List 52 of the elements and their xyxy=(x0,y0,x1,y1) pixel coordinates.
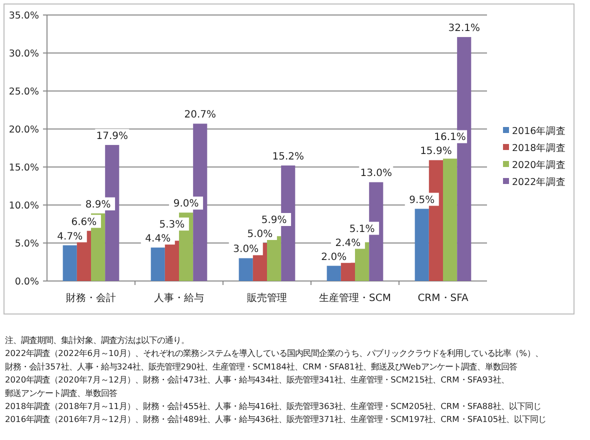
data-label: 5.0% xyxy=(247,229,273,240)
y-tick-label: 0.0% xyxy=(14,276,39,288)
y-tick-label: 5.0% xyxy=(14,238,39,250)
text: 郵送アンケート調査、単数回答 xyxy=(5,388,117,398)
data-label: 15.9% xyxy=(420,146,452,158)
legend-label: 2022年調査 xyxy=(512,176,566,188)
text: 注、調査期間、集計対象、調査方法は以下の通り。 xyxy=(5,335,189,345)
data-label: 2.0% xyxy=(321,252,347,263)
data-label: 4.4% xyxy=(145,234,171,245)
data-label: 4.7% xyxy=(57,231,83,242)
y-tick-label: 35.0% xyxy=(8,10,39,22)
x-tick-label: 人事・給与 xyxy=(154,292,204,304)
data-label: 13.0% xyxy=(360,168,392,180)
bar xyxy=(443,158,458,281)
legend-label: 2016年調査 xyxy=(512,125,566,137)
x-tick-label: CRM・SFA xyxy=(418,293,468,304)
data-label: 16.1% xyxy=(434,132,466,144)
bar xyxy=(238,258,253,281)
data-label: 32.1% xyxy=(448,23,480,34)
text: 財務・会計357社、人事・給与324社、販売管理290社、生産管理・SCM184社、CRM・SFA81社、郵送及びWebアンケート調査、単数回答 xyxy=(5,361,517,372)
legend-label: 2018年調査 xyxy=(512,142,566,154)
bar xyxy=(62,245,77,281)
bar xyxy=(150,248,165,281)
text: 2020年調査（2020年7月～12月）、財務・会計473社、人事・給与434社、販売管理341社、生産管理・SCM215社、CRM・SFA93社、 xyxy=(5,374,509,385)
data-label: 6.6% xyxy=(71,216,97,228)
data-label: 9.5% xyxy=(409,194,435,206)
x-tick-label: 生産管理・SCM xyxy=(319,292,391,304)
text: 2018年調査（2018年7月～11月）、財務・会計455社、人事・給与416社、販売管理363社、生産管理・SCM205社、CRM・SFA88社、以下同じ xyxy=(5,401,541,411)
data-label: 5.1% xyxy=(349,224,375,235)
bar xyxy=(340,262,355,281)
y-tick-label: 30.0% xyxy=(8,48,39,60)
data-label: 15.2% xyxy=(272,151,304,162)
y-tick-label: 15.0% xyxy=(8,162,39,174)
data-label: 20.7% xyxy=(184,110,216,121)
data-label: 5.3% xyxy=(159,220,185,231)
y-tick-label: 20.0% xyxy=(8,124,39,136)
bar xyxy=(414,208,429,281)
data-label: 9.0% xyxy=(173,198,199,210)
data-label: 8.9% xyxy=(85,199,111,210)
data-label: 17.9% xyxy=(96,130,128,142)
data-label: 2.4% xyxy=(335,238,361,249)
text: 2016年調査（2016年7月～12月）、財務・会計489社、人事・給与436社、販売管理371社、生産管理・SCM197社、CRM・SFA105社、以下同じ xyxy=(5,414,546,424)
legend-label: 2020年調査 xyxy=(512,159,566,171)
x-tick-label: 販売管理 xyxy=(247,292,287,304)
bar xyxy=(326,266,341,281)
y-tick-label: 25.0% xyxy=(8,86,39,98)
text: 2022年調査（2022年6月～10月）、それぞれの業務システムを導入している国内民間企業のうち、パブリッククラウドを利用している比率（%）、 xyxy=(5,348,543,358)
data-label: 3.0% xyxy=(233,244,259,256)
y-tick-label: 10.0% xyxy=(8,200,39,212)
data-label: 5.9% xyxy=(261,215,287,226)
x-tick-label: 財務・会計 xyxy=(66,292,116,304)
bar xyxy=(267,236,282,281)
